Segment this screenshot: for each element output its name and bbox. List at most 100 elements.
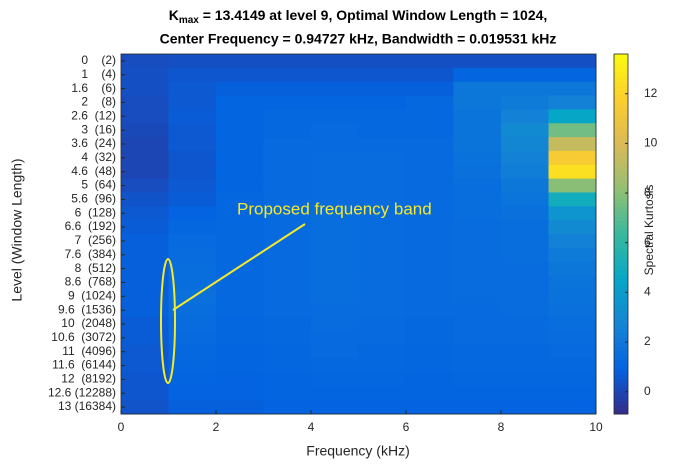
cell xyxy=(121,109,169,124)
y-tick-label: 10.6 (3072) xyxy=(51,330,116,344)
cell xyxy=(311,289,359,304)
cell xyxy=(216,386,264,401)
cell xyxy=(501,150,549,166)
cell xyxy=(263,400,312,415)
colorbar-tick-label: 10 xyxy=(644,136,658,150)
cell xyxy=(311,344,359,360)
cell xyxy=(216,400,264,415)
colorbar-step xyxy=(614,58,628,64)
colorbar-step xyxy=(614,270,628,275)
cell xyxy=(311,95,359,110)
colorbar-step xyxy=(614,126,628,131)
cell xyxy=(168,330,217,346)
cell xyxy=(453,386,502,401)
colorbar-tick-label: 6 xyxy=(644,235,651,249)
cell xyxy=(121,137,169,152)
cell xyxy=(263,386,312,401)
colorbar-step xyxy=(614,94,628,100)
cell xyxy=(548,400,597,415)
colorbar-step xyxy=(614,135,628,140)
cell xyxy=(216,164,264,180)
cell xyxy=(263,81,312,97)
cell xyxy=(406,220,454,235)
cell xyxy=(406,192,454,207)
cell xyxy=(406,164,454,180)
colorbar-step xyxy=(614,171,628,176)
cell xyxy=(168,372,217,387)
y-tick-label: 12.6 (12288) xyxy=(48,385,116,399)
cell xyxy=(453,164,502,180)
colorbar-step xyxy=(614,202,628,208)
y-tick-label: 2.6 (12) xyxy=(71,108,116,122)
cell xyxy=(216,261,264,277)
cell xyxy=(406,54,454,69)
colorbar-step xyxy=(614,243,628,248)
cell xyxy=(406,358,454,373)
cell xyxy=(358,109,407,124)
cell xyxy=(548,150,597,166)
cell xyxy=(501,81,549,97)
cell xyxy=(311,81,359,97)
cell xyxy=(406,289,454,304)
colorbar-tick-label: 8 xyxy=(644,185,651,199)
annotation: Proposed frequency band xyxy=(237,199,432,218)
colorbar-step xyxy=(614,216,628,221)
colorbar-step xyxy=(614,220,628,226)
colorbar-step xyxy=(614,405,628,410)
cell xyxy=(311,109,359,124)
cell xyxy=(453,234,502,249)
cell xyxy=(168,137,217,152)
cell xyxy=(501,344,549,360)
x-tick-label: 10 xyxy=(589,420,603,434)
cell xyxy=(311,178,359,193)
cell xyxy=(453,150,502,166)
cell xyxy=(121,400,169,415)
cell xyxy=(548,123,597,138)
cell xyxy=(501,372,549,387)
cell xyxy=(501,178,549,193)
colorbar-step xyxy=(614,373,628,379)
cell xyxy=(453,137,502,152)
cell xyxy=(121,247,169,263)
colorbar-step xyxy=(614,297,628,302)
cell xyxy=(358,303,407,318)
cell xyxy=(168,95,217,110)
cell xyxy=(358,67,407,83)
y-tick-label: 1.6 (6) xyxy=(71,81,116,95)
cell xyxy=(216,192,264,207)
cell xyxy=(406,67,454,83)
colorbar-step xyxy=(614,193,628,199)
colorbar-step xyxy=(614,162,628,167)
cell xyxy=(168,358,217,373)
cell xyxy=(548,206,597,221)
cell xyxy=(121,303,169,318)
cell xyxy=(216,330,264,346)
cell xyxy=(501,234,549,249)
cell xyxy=(311,317,359,332)
cell xyxy=(453,109,502,124)
cell xyxy=(548,95,597,110)
cell xyxy=(121,330,169,346)
cell xyxy=(121,164,169,180)
cell xyxy=(548,109,597,124)
colorbar-step xyxy=(614,117,628,122)
cell xyxy=(548,275,597,290)
cell xyxy=(263,54,312,69)
cell xyxy=(358,164,407,180)
colorbar-step xyxy=(614,396,628,401)
colorbar-step xyxy=(614,342,628,347)
x-axis-label: Frequency (kHz) xyxy=(306,443,409,459)
cell xyxy=(311,386,359,401)
cell xyxy=(358,206,407,221)
cell xyxy=(358,150,407,166)
cell xyxy=(358,137,407,152)
colorbar-step xyxy=(614,211,628,217)
cell xyxy=(548,54,597,69)
colorbar-step xyxy=(614,346,628,352)
cell xyxy=(453,372,502,387)
cell xyxy=(121,206,169,221)
y-tick-label: 9 (1024) xyxy=(68,288,116,302)
cell xyxy=(453,247,502,263)
